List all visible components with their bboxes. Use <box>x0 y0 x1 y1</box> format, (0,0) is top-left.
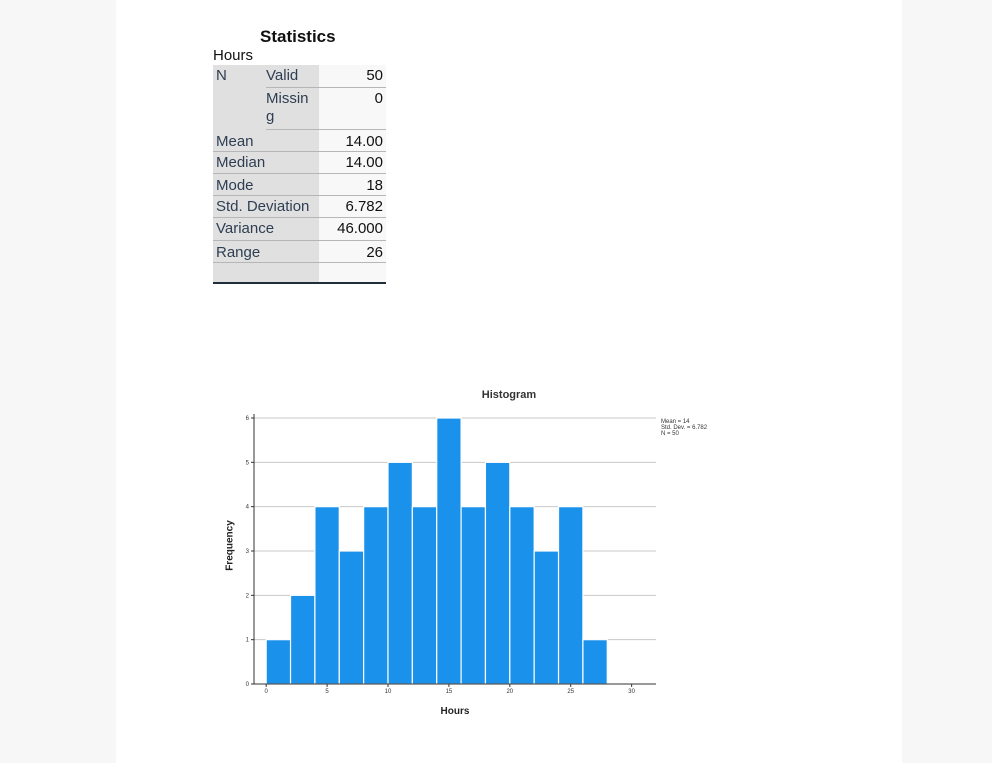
valid-label: Valid <box>266 65 319 87</box>
legend-std-dev: Std. Dev. = 6.782 <box>661 425 708 431</box>
y-tick-label-2: 2 <box>246 593 250 599</box>
x-tick-label-4: 20 <box>506 689 513 695</box>
n-sub-rows: Valid 50 Missin g 0 <box>266 65 386 130</box>
n-label: N <box>213 65 266 130</box>
table-footer-row <box>213 263 386 284</box>
std-deviation-value: 6.782 <box>319 196 386 217</box>
x-tick-label-3: 15 <box>446 689 453 695</box>
x-tick-label-1: 5 <box>325 689 329 695</box>
histogram-bar-12 <box>557 506 584 685</box>
statistics-variable: Hours <box>213 47 254 64</box>
histogram-bar-13 <box>582 639 608 685</box>
missing-row: Missin g 0 <box>266 88 386 130</box>
chart-title: Histogram <box>481 389 537 401</box>
statistics-title: Statistics <box>260 27 336 46</box>
x-tick-label-0: 0 <box>265 689 269 695</box>
valid-value: 50 <box>319 65 386 87</box>
missing-label: Missin g <box>266 88 319 129</box>
range-value: 26 <box>319 241 386 262</box>
histogram-bar-2 <box>314 506 340 685</box>
variance-value: 46.000 <box>319 218 386 240</box>
std-deviation-row: Std. Deviation 6.782 <box>213 196 386 218</box>
histogram-bar-11 <box>533 550 560 685</box>
histogram-bar-6 <box>411 506 438 685</box>
std-deviation-label: Std. Deviation <box>213 196 319 217</box>
y-tick-label-1: 1 <box>246 638 250 644</box>
median-value: 14.00 <box>319 152 386 173</box>
y-tick-label-3: 3 <box>246 549 250 555</box>
mean-value: 14.00 <box>319 130 386 151</box>
mode-value: 18 <box>319 174 386 195</box>
histogram-bar-5 <box>387 461 413 685</box>
histogram-bar-7 <box>436 417 462 685</box>
y-tick-label-0: 0 <box>246 682 250 688</box>
median-label: Median <box>213 152 319 173</box>
histogram-bar-4 <box>363 506 389 685</box>
y-tick-label-4: 4 <box>246 505 250 511</box>
variance-row: Variance 46.000 <box>213 218 386 241</box>
range-label: Range <box>213 241 319 262</box>
median-row: Median 14.00 <box>213 152 386 174</box>
x-tick-label-2: 10 <box>385 689 392 695</box>
y-tick-label-6: 6 <box>246 416 250 422</box>
n-block: N Valid 50 Missin g 0 <box>213 65 386 130</box>
footer-value-cell <box>319 263 386 282</box>
x-axis-label: Hours <box>440 706 470 717</box>
mean-label: Mean <box>213 130 319 151</box>
valid-row: Valid 50 <box>266 65 386 88</box>
histogram-bar-8 <box>460 506 487 685</box>
chart-legend: Mean = 14 Std. Dev. = 6.782 N = 50 <box>661 419 707 437</box>
mode-label: Mode <box>213 174 319 195</box>
legend-n: N = 50 <box>661 431 679 437</box>
missing-value: 0 <box>319 88 386 129</box>
histogram-bar-3 <box>338 550 365 685</box>
histogram-bar-1 <box>289 594 316 685</box>
missing-label-line1: Missin <box>266 90 309 107</box>
y-tick-label-5: 5 <box>246 460 250 466</box>
x-tick-label-6: 30 <box>628 689 635 695</box>
missing-label-line2: g <box>266 108 275 125</box>
range-row: Range 26 <box>213 241 386 263</box>
mean-row: Mean 14.00 <box>213 130 386 152</box>
histogram-bar-9 <box>484 461 511 685</box>
mode-row: Mode 18 <box>213 174 386 196</box>
footer-label-cell <box>213 263 319 282</box>
legend-mean: Mean = 14 <box>661 419 690 425</box>
histogram-bar-10 <box>509 506 535 685</box>
variance-label: Variance <box>213 218 319 240</box>
statistics-table: N Valid 50 Missin g 0 Mean 14.00 Median … <box>213 65 386 284</box>
x-tick-label-5: 25 <box>567 689 574 695</box>
histogram-bar-0 <box>265 639 292 685</box>
